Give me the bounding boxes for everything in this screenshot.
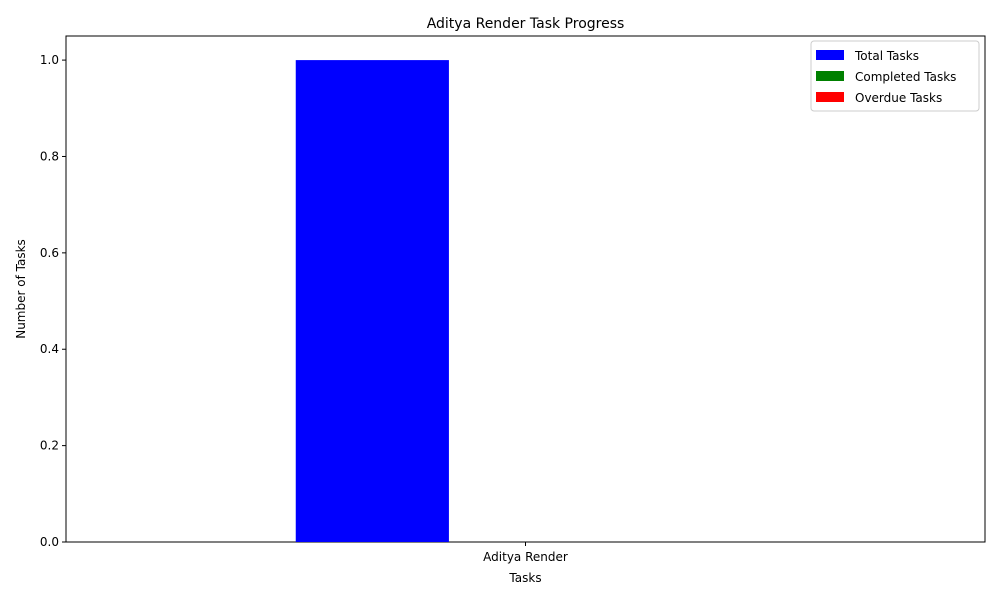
chart-title: Aditya Render Task Progress (427, 16, 625, 32)
legend-swatch-overdue-tasks (816, 92, 844, 102)
y-axis-ticks: 0.0 0.2 0.4 0.6 0.8 1.0 (40, 53, 66, 549)
y-tick-label: 0.8 (40, 149, 59, 163)
x-axis-label: Tasks (508, 571, 541, 585)
legend-swatch-total-tasks (816, 50, 844, 60)
legend: Total Tasks Completed Tasks Overdue Tasks (810, 40, 980, 112)
legend-swatch-completed-tasks (816, 71, 844, 81)
plot-area (65, 35, 986, 543)
legend-label-total-tasks: Total Tasks (854, 49, 919, 63)
bar-total-tasks (295, 60, 449, 542)
legend-frame (810, 40, 980, 112)
x-axis-ticks: Aditya Render (483, 542, 568, 564)
y-axis-label: Number of Tasks (14, 239, 28, 339)
legend-items: Total Tasks Completed Tasks Overdue Tasks (816, 49, 956, 105)
legend-label-overdue-tasks: Overdue Tasks (855, 91, 942, 105)
y-tick-label: 0.0 (40, 535, 59, 549)
x-tick-label: Aditya Render (483, 550, 568, 564)
y-tick-label: 0.6 (40, 246, 59, 260)
bars-layer (295, 60, 449, 542)
y-tick-label: 1.0 (40, 53, 59, 67)
y-tick-label: 0.2 (40, 439, 59, 453)
y-tick-label: 0.4 (40, 342, 59, 356)
legend-label-completed-tasks: Completed Tasks (855, 70, 956, 84)
